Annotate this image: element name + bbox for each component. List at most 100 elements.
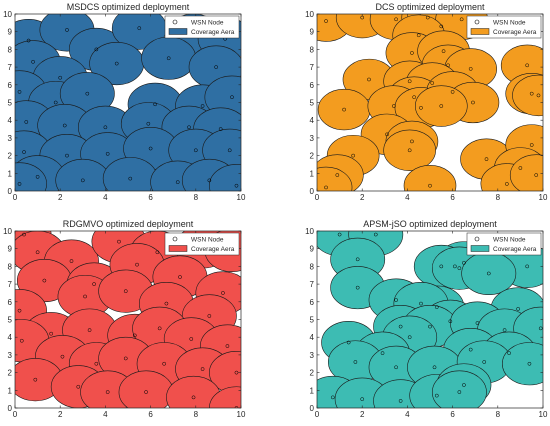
wsn-node-point <box>330 395 335 400</box>
wsn-node-point <box>200 367 205 371</box>
x-tick-label: 0 <box>315 410 320 419</box>
wsn-node-point <box>439 104 444 108</box>
y-tick-label: 8 <box>8 45 13 54</box>
y-tick-label: 2 <box>310 152 315 161</box>
y-tick-label: 5 <box>8 316 13 325</box>
legend-label-node: WSN Node <box>493 237 526 244</box>
x-tick-label: 6 <box>450 193 455 202</box>
wsn-node-point <box>137 26 142 31</box>
y-tick-label: 5 <box>310 99 315 108</box>
wsn-node-point <box>155 250 160 255</box>
wsn-node-point <box>516 307 520 311</box>
wsn-node-point <box>17 182 22 186</box>
wsn-node-point <box>187 125 191 130</box>
wsn-node-point <box>439 264 444 269</box>
wsn-node-point <box>398 324 403 329</box>
wsn-node-point <box>146 121 151 126</box>
legend-coverage-swatch <box>168 28 188 35</box>
wsn-node-point <box>200 104 205 108</box>
chart-title: APSM-jSO optimized deployment <box>363 219 497 229</box>
x-tick-label: 6 <box>148 193 153 202</box>
wsn-node-point <box>19 338 24 343</box>
wsn-node-point <box>33 377 38 382</box>
y-tick-label: 7 <box>310 280 315 289</box>
wsn-node-point <box>529 91 534 96</box>
x-tick-label: 2 <box>58 193 63 202</box>
x-tick-label: 10 <box>237 410 246 419</box>
y-tick-label: 5 <box>310 316 315 325</box>
y-tick-label: 1 <box>310 169 315 178</box>
wsn-node-point <box>457 390 462 394</box>
y-tick-label: 9 <box>8 245 13 254</box>
wsn-node-point <box>178 275 182 279</box>
wsn-node-point <box>114 61 119 66</box>
wsn-node-point <box>536 93 541 98</box>
wsn-node-point <box>128 176 133 181</box>
wsn-node-point <box>425 15 430 20</box>
wsn-node-point <box>534 173 539 177</box>
chart-panel-4: APSM-jSO optimized deployment 0 2 4 6 8 10 0 1 2 3… <box>305 219 548 419</box>
wsn-node-point <box>123 356 128 361</box>
y-tick-label: 0 <box>310 187 315 196</box>
wsn-node-point <box>62 123 67 128</box>
wsn-node-point <box>471 100 475 105</box>
data-layer <box>317 231 543 408</box>
wsn-node-point <box>434 305 439 309</box>
y-tick-label: 9 <box>8 28 13 37</box>
x-tick-label: 4 <box>405 410 410 419</box>
x-tick-label: 4 <box>103 193 108 202</box>
coverage-area <box>317 88 371 131</box>
coverage-area <box>118 370 174 408</box>
wsn-node-point <box>360 397 365 401</box>
x-tick-label: 8 <box>496 193 501 202</box>
wsn-node-point <box>144 390 148 394</box>
y-tick-label: 2 <box>8 369 13 378</box>
wsn-node-point <box>367 77 371 82</box>
legend-node-marker <box>474 19 480 25</box>
wsn-node-point <box>189 337 194 341</box>
chart-title: DCS optimized deployment <box>375 2 485 12</box>
wsn-node-point <box>355 257 360 262</box>
wsn-node-point <box>80 178 85 183</box>
wsn-node-point <box>448 319 453 324</box>
wsn-node-point <box>538 326 543 331</box>
y-tick-label: 2 <box>8 152 13 161</box>
wsn-node-point <box>76 384 81 389</box>
data-layer <box>317 14 543 191</box>
wsn-node-point <box>416 33 421 38</box>
y-tick-label: 7 <box>8 280 13 289</box>
wsn-node-point <box>26 38 31 43</box>
y-tick-label: 2 <box>310 369 315 378</box>
wsn-node-point <box>94 361 99 366</box>
coverage-area <box>15 162 47 191</box>
wsn-node-point <box>484 157 489 161</box>
wsn-node-point <box>410 139 414 144</box>
wsn-node-point <box>394 365 398 370</box>
chart-panel-3: RDGMVO optimized deployment 0 2 4 6 8 10 0 1 2 3 4 5… <box>3 219 246 419</box>
wsn-node-point <box>58 75 63 80</box>
x-tick-label: 4 <box>103 410 108 419</box>
wsn-node-point <box>450 90 455 94</box>
wsn-node-point <box>353 360 358 364</box>
x-tick-label: 6 <box>450 410 455 419</box>
wsn-node-point <box>17 308 22 313</box>
data-layer <box>15 231 241 408</box>
chart-panel-1: MSDCS optimized deployment 0 2 4 6 8 10 0 1 2 3 4 5 6… <box>3 2 246 202</box>
wsn-node-point <box>441 49 446 54</box>
legend-label-coverage: Coverage Aera <box>493 246 537 253</box>
x-tick-label: 2 <box>360 410 365 419</box>
wsn-node-point <box>191 395 196 400</box>
wsn-node-point <box>105 390 110 394</box>
coverage-area <box>317 166 353 191</box>
wsn-node-point <box>398 399 403 403</box>
x-tick-label: 6 <box>148 410 153 419</box>
y-tick-label: 9 <box>310 28 315 37</box>
legend-node-marker <box>474 236 480 242</box>
wsn-node-point <box>457 266 462 271</box>
legend-coverage-swatch <box>168 245 188 252</box>
wsn-node-point <box>103 125 108 130</box>
wsn-node-point <box>87 328 92 332</box>
coverage-area <box>403 165 457 191</box>
wsn-node-point <box>507 351 511 355</box>
wsn-node-point <box>373 232 378 237</box>
